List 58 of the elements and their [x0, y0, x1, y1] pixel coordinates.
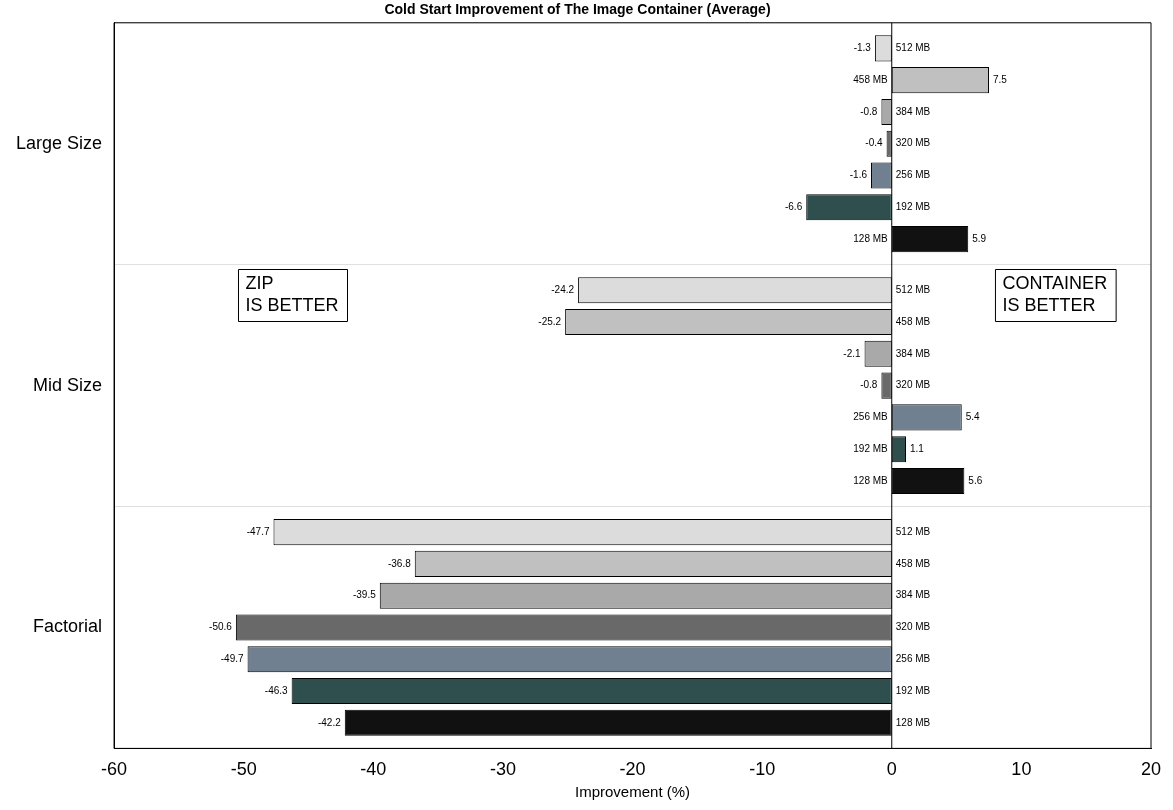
data-label: -0.8	[860, 379, 878, 391]
y-tick-label: Factorial	[33, 616, 103, 637]
data-label: -36.8	[387, 557, 412, 569]
annotation: ZIP IS BETTER	[245, 273, 339, 316]
data-label: -0.8	[860, 105, 878, 117]
data-label: 5.9	[972, 232, 987, 244]
text: 128 MB	[895, 716, 931, 728]
data-label: -47.7	[246, 525, 270, 537]
data-label: -42.2	[317, 716, 342, 728]
x-tick-label: -20	[619, 759, 646, 780]
data-label: -25.2	[538, 315, 562, 327]
text: 384 MB	[895, 347, 931, 359]
data-label: -46.3	[264, 684, 289, 696]
data-label: -24.2	[551, 283, 575, 295]
text: 512 MB	[895, 283, 931, 295]
data-label: -50.6	[209, 621, 233, 633]
text: 128 MB	[853, 474, 888, 486]
data-label: 5.4	[965, 411, 981, 423]
text: 458 MB	[895, 315, 931, 327]
x-tick-label: 20	[1140, 759, 1162, 780]
x-tick-label: -40	[360, 759, 387, 780]
data-label: -39.5	[352, 589, 377, 601]
series-label: 320 MB	[895, 137, 931, 149]
series-label: 384 MB	[895, 105, 931, 117]
text: 384 MB	[895, 589, 931, 601]
text: 512 MB	[895, 525, 931, 537]
annotation: CONTAINER IS BETTER	[1002, 273, 1108, 316]
x-tick-label: -10	[749, 759, 776, 780]
text: 320 MB	[895, 621, 931, 633]
data-label: -1.6	[849, 169, 868, 181]
text: 320 MB	[895, 379, 931, 391]
data-label: -49.7	[220, 653, 244, 664]
series-label: 458 MB	[853, 73, 889, 85]
data-label: -0.4	[865, 137, 884, 149]
x-tick-label: 10	[1011, 759, 1032, 780]
x-tick-label: -30	[489, 759, 516, 780]
text: 192 MB	[853, 442, 888, 454]
x-axis-title: Improvement (%)	[575, 783, 691, 801]
x-tick-label: 0	[886, 759, 897, 780]
series-label: 256 MB	[895, 169, 931, 181]
text: 256 MB	[853, 411, 888, 423]
series-label: 128 MB	[853, 232, 889, 244]
data-label: -6.6	[784, 201, 803, 213]
text: 256 MB	[895, 653, 931, 664]
chart-title: Cold Start Improvement of The Image Container (Average)	[384, 1, 771, 18]
data-label: 1.1	[910, 442, 925, 454]
y-tick-label: Mid Size	[33, 374, 103, 395]
data-label: -2.1	[843, 347, 861, 359]
series-label: 512 MB	[895, 42, 931, 54]
y-tick-label: Large Size	[15, 132, 103, 153]
data-label: -1.3	[853, 42, 872, 54]
x-tick-label: -60	[101, 759, 128, 780]
series-label: 192 MB	[895, 201, 931, 213]
data-label: 5.6	[968, 474, 983, 486]
data-label: 7.5	[992, 73, 1008, 85]
text: 458 MB	[895, 557, 931, 569]
text: 192 MB	[895, 684, 931, 696]
x-tick-label: -50	[230, 759, 257, 780]
